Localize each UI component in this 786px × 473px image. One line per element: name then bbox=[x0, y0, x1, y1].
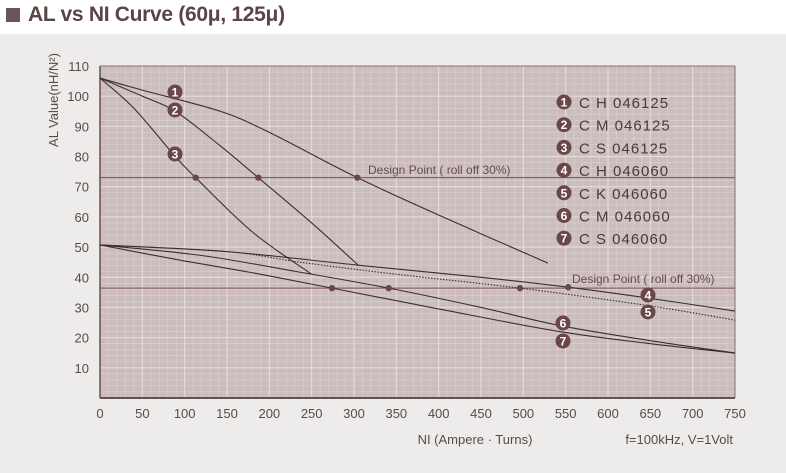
legend-badge-bg bbox=[556, 185, 572, 201]
x-tick-label: 400 bbox=[428, 406, 450, 421]
curve-badge-bg bbox=[167, 84, 183, 100]
legend-badge-bg bbox=[556, 94, 572, 110]
x-tick-label: 600 bbox=[597, 406, 619, 421]
design-point-label: Design Point ( roll off 30%) bbox=[572, 272, 715, 286]
curve-badge-bg bbox=[167, 102, 183, 118]
y-tick-label: 40 bbox=[75, 270, 89, 285]
legend-label: C S 046125 bbox=[579, 140, 668, 157]
series-line-7 bbox=[99, 244, 736, 354]
curve-badge-bg bbox=[167, 146, 183, 162]
curve-badge: 3 bbox=[172, 148, 179, 162]
x-tick-label: 250 bbox=[301, 406, 323, 421]
curve-badge: 7 bbox=[560, 335, 567, 349]
y-axis-label: AL Value(nH/N²) bbox=[46, 53, 61, 147]
legend-badge-bg bbox=[556, 117, 572, 133]
y-tick-label: 110 bbox=[68, 59, 89, 74]
series-line-2 bbox=[99, 77, 359, 266]
legend-label: C K 046060 bbox=[579, 186, 668, 203]
title-square-icon bbox=[6, 8, 20, 22]
legend-badge: 6 bbox=[561, 209, 568, 223]
test-condition-note: f=100kHz, V=1Volt bbox=[625, 432, 733, 447]
y-tick-label: 90 bbox=[75, 119, 89, 134]
curve-badge: 6 bbox=[560, 317, 567, 331]
curve-badge: 1 bbox=[172, 86, 179, 100]
curve-badge-bg bbox=[640, 287, 656, 303]
curve-badge: 4 bbox=[645, 289, 652, 303]
legend-badge: 1 bbox=[561, 96, 568, 110]
x-tick-label: 200 bbox=[258, 406, 280, 421]
legend-badge-bg bbox=[556, 139, 572, 155]
legend-badge-bg bbox=[556, 230, 572, 246]
series-line-3 bbox=[99, 77, 312, 275]
y-tick-label: 30 bbox=[75, 300, 89, 315]
legend-badge: 5 bbox=[561, 186, 568, 200]
chart-title-block: AL vs NI Curve (60μ, 125μ) bbox=[6, 0, 285, 30]
x-axis-label: NI (Ampere · Turns) bbox=[418, 432, 533, 447]
x-tick-label: 550 bbox=[555, 406, 577, 421]
y-tick-label: 20 bbox=[75, 331, 89, 346]
legend-badge: 3 bbox=[561, 141, 568, 155]
x-tick-label: 450 bbox=[470, 406, 492, 421]
chart-title: AL vs NI Curve (60μ, 125μ) bbox=[28, 3, 285, 26]
legend-badge-bg bbox=[556, 162, 572, 178]
legend-label: C H 046125 bbox=[579, 95, 669, 112]
curve-badge: 5 bbox=[645, 306, 652, 320]
legend-badge: 7 bbox=[561, 232, 568, 246]
x-tick-label: 100 bbox=[174, 406, 196, 421]
curve-badge-bg bbox=[640, 304, 656, 320]
design-point-marker bbox=[255, 174, 262, 181]
legend-label: C S 046060 bbox=[579, 231, 668, 248]
design-point-label: Design Point ( roll off 30%) bbox=[368, 163, 511, 177]
y-tick-label: 50 bbox=[75, 240, 89, 255]
series-line-1 bbox=[99, 77, 549, 264]
curve-badge: 2 bbox=[172, 104, 179, 118]
legend-badge: 2 bbox=[561, 118, 568, 132]
legend-label: C M 046060 bbox=[579, 209, 671, 226]
x-tick-label: 350 bbox=[385, 406, 407, 421]
x-tick-label: 50 bbox=[135, 406, 149, 421]
y-tick-label: 70 bbox=[75, 180, 89, 195]
x-tick-label: 750 bbox=[724, 406, 746, 421]
design-point-marker bbox=[328, 284, 336, 292]
plot-area bbox=[100, 66, 735, 398]
x-tick-label: 700 bbox=[682, 406, 704, 421]
y-tick-label: 10 bbox=[75, 361, 89, 376]
design-point-marker bbox=[354, 174, 361, 181]
y-tick-label: 100 bbox=[67, 89, 89, 104]
y-tick-label: 60 bbox=[75, 210, 89, 225]
curve-badge-bg bbox=[555, 315, 571, 331]
curve-badge-bg bbox=[555, 333, 571, 349]
x-tick-label: 650 bbox=[639, 406, 661, 421]
legend-label: C H 046060 bbox=[579, 163, 669, 180]
legend-badge: 4 bbox=[561, 164, 568, 178]
design-point-marker bbox=[192, 174, 199, 181]
x-tick-label: 300 bbox=[343, 406, 365, 421]
design-point-marker bbox=[516, 284, 524, 292]
x-tick-label: 0 bbox=[96, 406, 103, 421]
legend-badge-bg bbox=[556, 208, 572, 223]
x-tick-label: 150 bbox=[216, 406, 238, 421]
design-point-marker bbox=[385, 284, 392, 292]
x-tick-label: 500 bbox=[512, 406, 534, 421]
legend-label: C M 046125 bbox=[579, 118, 671, 135]
series-line-6 bbox=[99, 244, 736, 354]
design-point-marker bbox=[565, 284, 572, 291]
y-tick-label: 80 bbox=[75, 150, 89, 165]
